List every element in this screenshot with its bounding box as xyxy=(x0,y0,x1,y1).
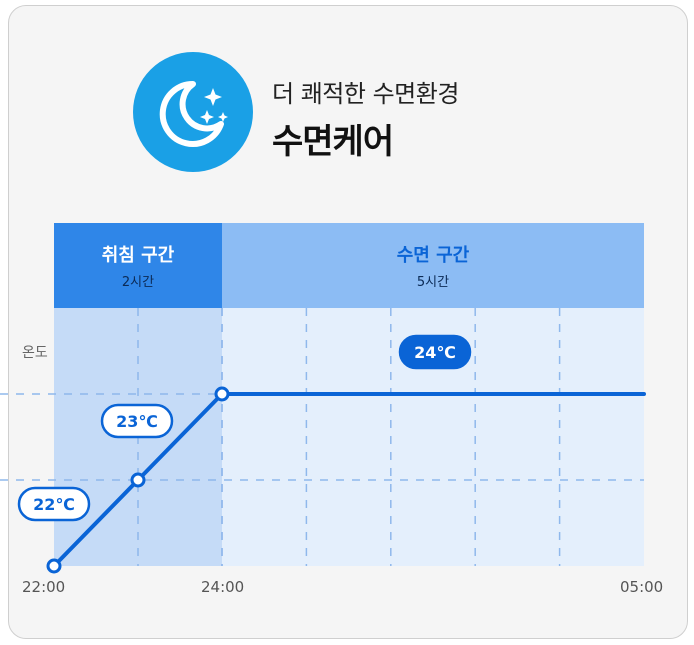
data-label-pill xyxy=(100,403,174,439)
data-label: 22℃ xyxy=(33,495,75,514)
data-point xyxy=(130,472,146,488)
data-label: 24℃ xyxy=(414,343,456,362)
subtitle: 더 쾌적한 수면환경 xyxy=(272,80,459,108)
page-title: 수면케어 xyxy=(272,122,394,162)
band-duration: 5시간 xyxy=(417,275,449,290)
band-title: 취침 구간 xyxy=(102,245,175,266)
y-axis-label: 온도 xyxy=(22,345,48,361)
band-duration: 2시간 xyxy=(122,275,154,290)
data-label-pill xyxy=(17,486,91,522)
sleep-band xyxy=(222,223,644,308)
bedtime-band xyxy=(54,223,222,308)
moon-stars-icon xyxy=(133,52,253,172)
x-tick-label: 22:00 xyxy=(22,578,66,596)
temperature-line xyxy=(52,392,646,568)
data-label: 23℃ xyxy=(116,412,158,431)
x-tick-label: 24:00 xyxy=(201,578,245,596)
data-label-pill xyxy=(398,334,472,370)
band-title: 수면 구간 xyxy=(397,245,470,266)
data-point xyxy=(214,386,230,402)
data-point xyxy=(46,558,62,574)
x-tick-label: 05:00 xyxy=(620,578,664,596)
